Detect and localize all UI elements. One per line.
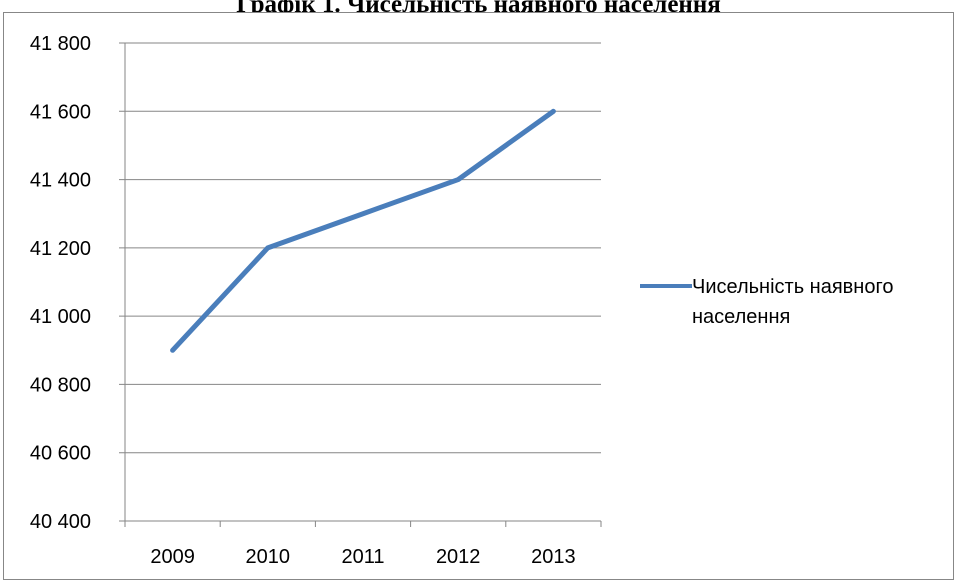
y-tick-label: 40 800 [30,374,91,396]
series-line [170,108,556,353]
chart-area [3,12,954,580]
y-tick-label: 40 600 [30,443,91,465]
y-tick-label: 41 400 [30,170,91,192]
legend-swatch [640,284,692,288]
x-tick-labels: 2009 2010 2011 2012 2013 [150,546,575,568]
gridlines [119,42,601,522]
y-tick-label: 41 000 [30,306,91,328]
y-tick-labels: 40 400 40 600 40 800 41 000 41 200 41 400 41 6… [30,33,91,533]
axes [124,43,602,527]
x-tick-label: 2011 [341,546,384,568]
legend-label: Чисельність наявного населення [692,276,894,328]
x-tick-label: 2013 [531,546,576,568]
y-tick-label: 41 800 [30,33,91,55]
y-tick-label: 41 200 [30,238,91,260]
x-tick-label: 2012 [436,546,481,568]
x-tick-label: 2010 [246,546,291,568]
y-tick-label: 40 400 [30,511,91,533]
legend: Чисельність наявного населення [640,272,950,332]
y-tick-label: 41 600 [30,101,91,123]
x-tick-label: 2009 [150,546,195,568]
series-lines [170,108,556,353]
